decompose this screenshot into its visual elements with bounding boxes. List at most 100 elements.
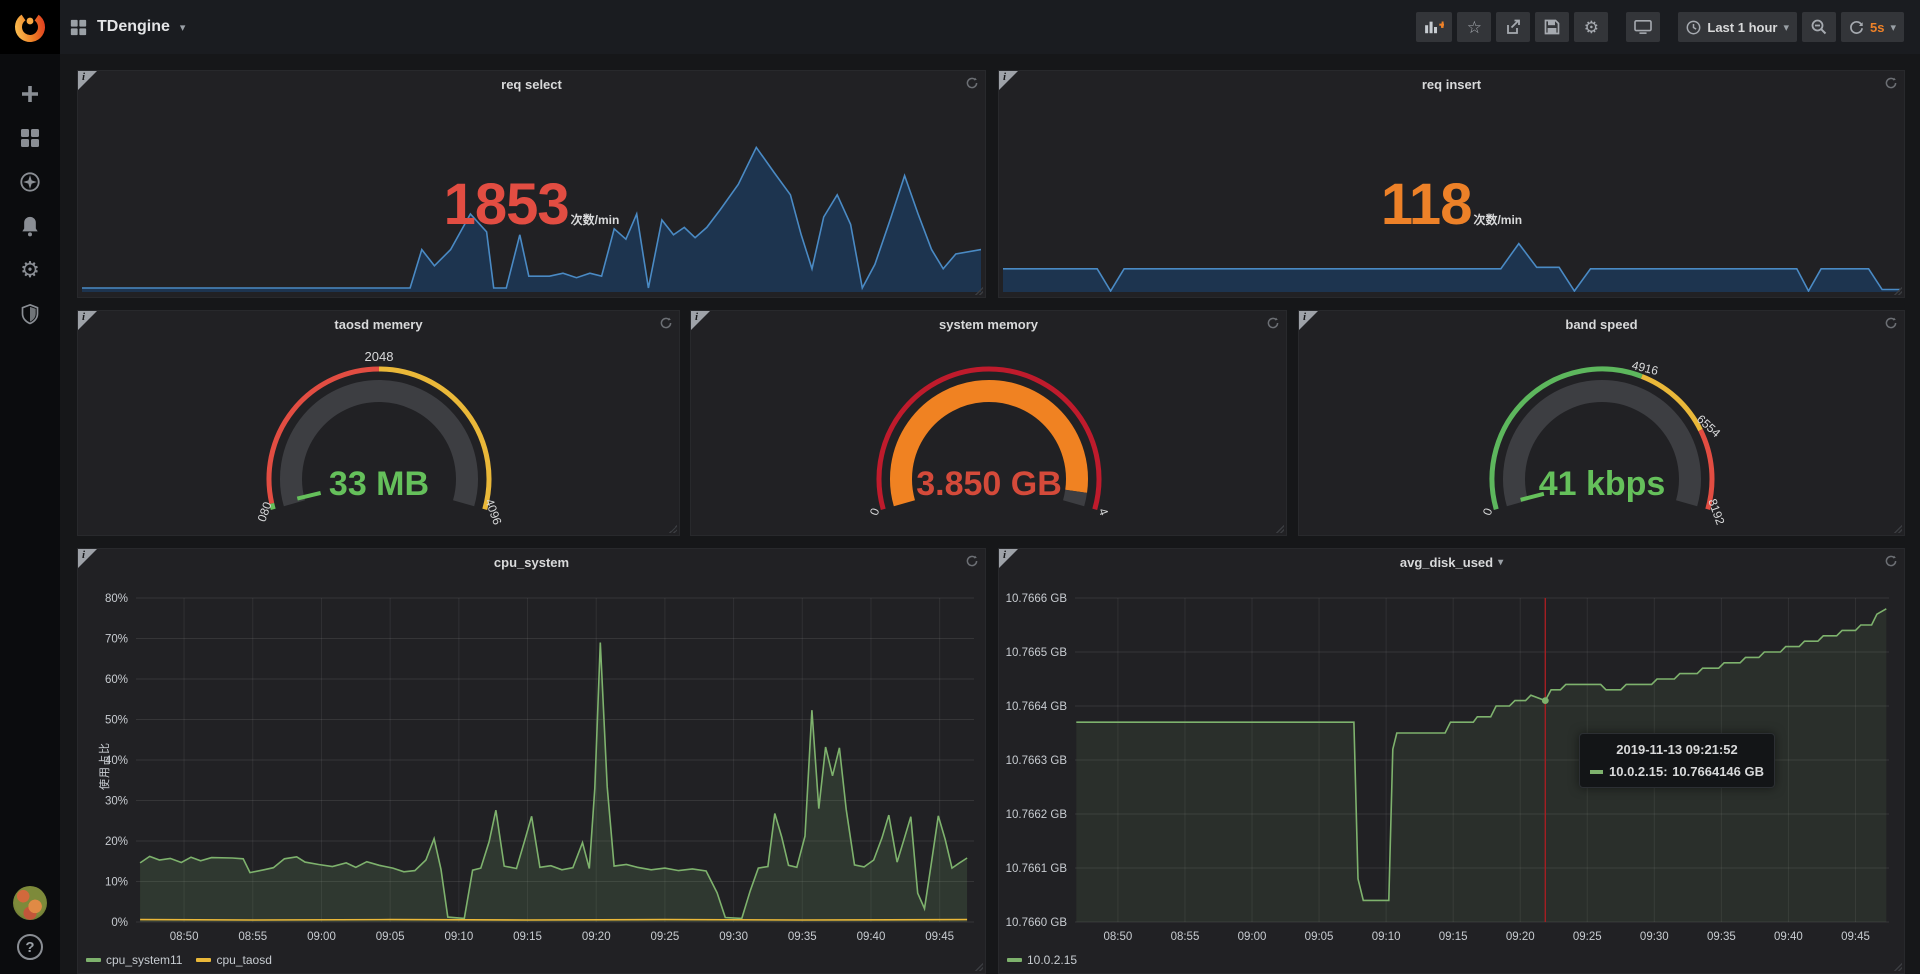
chevron-down-icon: ▾: [1783, 21, 1789, 34]
tooltip-value: 10.7664146 GB: [1672, 764, 1764, 779]
panel-title[interactable]: system memory: [939, 317, 1038, 332]
dashboard-grid-icon: [70, 19, 87, 36]
svg-text:3.850 GB: 3.850 GB: [916, 465, 1062, 503]
stat-value: 118: [1381, 171, 1472, 238]
svg-text:09:15: 09:15: [1439, 931, 1468, 943]
legend-item[interactable]: cpu_taosd: [196, 953, 271, 967]
stat-value: 1853: [444, 171, 569, 238]
panel-req-insert: i req insert 118 次数/min: [998, 70, 1905, 298]
svg-text:70%: 70%: [105, 634, 128, 646]
star-dashboard-button[interactable]: ☆: [1457, 12, 1491, 42]
panel-refresh-spinner-icon: [1267, 317, 1279, 329]
panel-refresh-spinner-icon: [1885, 77, 1897, 89]
time-range-label: Last 1 hour: [1707, 20, 1777, 35]
help-button[interactable]: ?: [17, 934, 43, 960]
compass-icon: [19, 171, 41, 193]
panel-info-corner[interactable]: i: [691, 311, 710, 330]
panel-title[interactable]: taosd memery: [334, 317, 422, 332]
panel-resize-handle[interactable]: [1894, 963, 1902, 971]
sidebar-item-dashboards[interactable]: [0, 116, 60, 160]
cpu-usage-chart[interactable]: 08:5008:5509:0009:0509:1009:1509:2009:25…: [78, 575, 985, 973]
svg-text:80%: 80%: [105, 593, 128, 605]
svg-text:08:50: 08:50: [170, 931, 199, 943]
panel-title[interactable]: cpu_system: [494, 555, 569, 570]
panel-info-corner[interactable]: i: [78, 549, 97, 568]
sidebar-item-alerting[interactable]: [0, 204, 60, 248]
info-icon: i: [82, 71, 85, 83]
sidebar-item-create[interactable]: [0, 72, 60, 116]
legend-item[interactable]: cpu_system11: [86, 953, 182, 967]
refresh-interval-label: 5s: [1870, 20, 1884, 35]
sidebar-item-configuration[interactable]: ⚙: [0, 248, 60, 292]
info-icon: i: [1003, 549, 1006, 561]
svg-text:09:25: 09:25: [651, 931, 680, 943]
svg-text:4: 4: [1095, 506, 1111, 517]
svg-text:09:30: 09:30: [719, 931, 748, 943]
svg-text:40%: 40%: [105, 755, 128, 767]
dashboards-grid-icon: [20, 128, 40, 148]
panel-info-corner[interactable]: i: [999, 549, 1018, 568]
sidebar: ⚙ ?: [0, 0, 60, 974]
svg-text:0: 0: [866, 506, 882, 517]
panel-info-corner[interactable]: i: [78, 311, 97, 330]
panel-info-corner[interactable]: i: [1299, 311, 1318, 330]
svg-text:09:00: 09:00: [1238, 931, 1267, 943]
user-avatar[interactable]: [13, 886, 47, 920]
sidebar-item-explore[interactable]: [0, 160, 60, 204]
svg-text:20%: 20%: [105, 836, 128, 848]
svg-text:10.7660 GB: 10.7660 GB: [1006, 917, 1068, 929]
tooltip-series-label: 10.0.2.15:: [1609, 764, 1668, 779]
panel-title[interactable]: avg_disk_used ▾: [1400, 555, 1503, 570]
panel-info-corner[interactable]: i: [999, 71, 1018, 90]
shield-icon: [20, 303, 40, 325]
series-color-dash: [1007, 958, 1022, 962]
svg-text:09:10: 09:10: [444, 931, 473, 943]
svg-text:10.7663 GB: 10.7663 GB: [1006, 755, 1068, 767]
sidebar-item-server-admin[interactable]: [0, 292, 60, 336]
panel-system-memory: i system memory 0 4 3.850 GB: [690, 310, 1287, 536]
info-icon: i: [1303, 311, 1306, 323]
svg-text:09:40: 09:40: [1774, 931, 1803, 943]
panel-info-corner[interactable]: i: [78, 71, 97, 90]
refresh-picker[interactable]: 5s ▾: [1841, 12, 1904, 42]
panel-resize-handle[interactable]: [1894, 287, 1902, 295]
cycle-view-mode-button[interactable]: [1626, 12, 1660, 42]
bell-icon: [20, 215, 40, 237]
dashboard-grid: i req select 1853 次数/min i req insert: [60, 54, 1920, 974]
tooltip-timestamp: 2019-11-13 09:21:52: [1590, 742, 1764, 757]
panel-cpu-system: i cpu_system 使用占比 08:5008:5509:0009:0509…: [77, 548, 986, 974]
chart-tooltip: 2019-11-13 09:21:52 10.0.2.15: 10.766414…: [1579, 733, 1775, 788]
panel-title[interactable]: req select: [501, 77, 562, 92]
time-range-picker[interactable]: Last 1 hour ▾: [1678, 12, 1797, 42]
dashboard-picker[interactable]: TDengine ▾: [70, 18, 185, 36]
zoom-out-time-button[interactable]: [1802, 12, 1836, 42]
panel-resize-handle[interactable]: [669, 525, 677, 533]
svg-text:10.7665 GB: 10.7665 GB: [1006, 647, 1068, 659]
panel-refresh-spinner-icon: [1885, 317, 1897, 329]
save-dashboard-button[interactable]: [1535, 12, 1569, 42]
svg-text:33 MB: 33 MB: [328, 465, 428, 503]
navbar-actions: ☆ ⚙: [1416, 12, 1904, 42]
tv-monitor-icon: [1634, 19, 1652, 35]
panel-menu-caret-icon: ▾: [1498, 557, 1503, 568]
panel-refresh-spinner-icon: [660, 317, 672, 329]
add-panel-button[interactable]: [1416, 12, 1452, 42]
legend-item[interactable]: 10.0.2.15: [1007, 953, 1077, 967]
panel-resize-handle[interactable]: [1276, 525, 1284, 533]
svg-text:09:40: 09:40: [857, 931, 886, 943]
gear-icon: ⚙: [20, 259, 40, 281]
panel-resize-handle[interactable]: [1894, 525, 1902, 533]
panel-title[interactable]: req insert: [1422, 77, 1481, 92]
share-dashboard-button[interactable]: [1496, 12, 1530, 42]
dashboard-settings-button[interactable]: ⚙: [1574, 12, 1608, 42]
chart-legend: 10.0.2.15: [1007, 953, 1077, 967]
panel-resize-handle[interactable]: [975, 963, 983, 971]
panel-title[interactable]: band speed: [1565, 317, 1637, 332]
gauge: 0 4 3.850 GB: [691, 337, 1286, 535]
panel-resize-handle[interactable]: [975, 287, 983, 295]
share-icon: [1505, 19, 1521, 35]
refresh-icon: [1849, 20, 1864, 35]
panel-taosd-memory: i taosd memery 0802048409633 MB: [77, 310, 680, 536]
svg-text:09:00: 09:00: [307, 931, 336, 943]
grafana-logo[interactable]: [0, 0, 60, 54]
